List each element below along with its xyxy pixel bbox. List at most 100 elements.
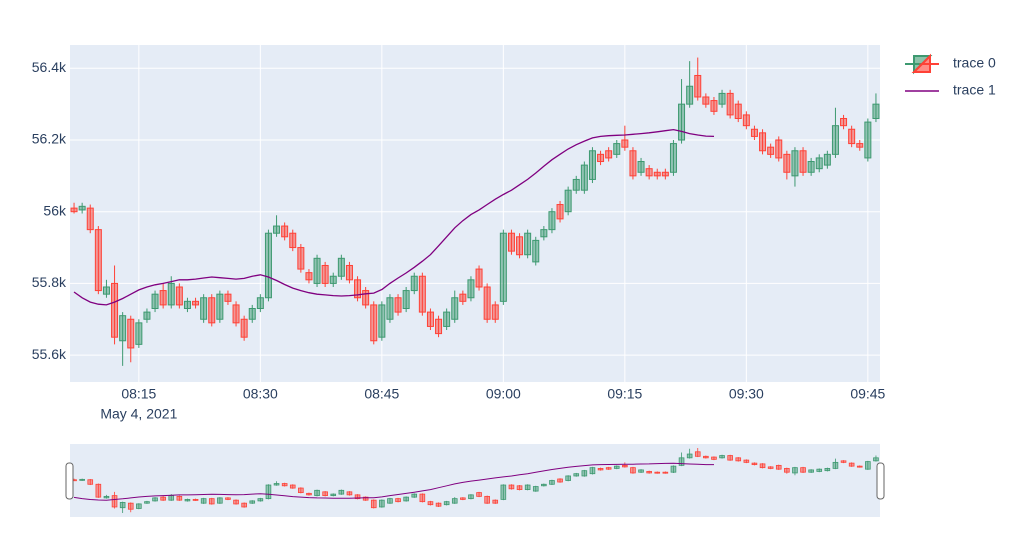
- candle-body: [719, 455, 725, 459]
- candle-body: [483, 286, 491, 320]
- candle-body: [646, 471, 652, 474]
- candle-body: [541, 483, 547, 487]
- candle-body: [556, 204, 564, 220]
- candle-body: [78, 205, 86, 211]
- candle-body: [451, 297, 459, 320]
- candle-body: [289, 232, 297, 249]
- candle-body: [468, 494, 474, 500]
- candle-body: [848, 128, 856, 145]
- candle-body: [613, 143, 621, 155]
- candle-body: [264, 232, 272, 299]
- candle-body: [589, 467, 596, 475]
- legend-label[interactable]: trace 1: [953, 82, 996, 98]
- range-handle-left[interactable]: [65, 462, 74, 500]
- x-tick-label: 09:45: [850, 386, 885, 402]
- candle-body: [135, 322, 143, 345]
- candle-body: [727, 455, 733, 461]
- candle-body: [767, 146, 775, 155]
- candle-body: [800, 467, 806, 473]
- candle-body: [670, 465, 677, 473]
- candle-body: [621, 139, 629, 148]
- candle-body: [775, 139, 783, 159]
- candle-body: [581, 470, 588, 477]
- candle-body: [508, 484, 515, 490]
- legend[interactable]: trace 0 trace 1: [905, 53, 996, 98]
- candle-body: [240, 318, 248, 338]
- candle-body: [622, 464, 628, 468]
- candle-body: [79, 478, 85, 481]
- candle-body: [192, 498, 199, 501]
- candle-body: [856, 465, 863, 468]
- line-series: [73, 128, 715, 306]
- y-tick-label: 56.2k: [32, 131, 67, 147]
- candle-body: [848, 462, 855, 467]
- y-tick-label: 55.8k: [32, 274, 67, 290]
- candle-body: [507, 232, 515, 252]
- candle-body: [410, 275, 418, 292]
- candle-body: [208, 498, 215, 505]
- candle-body: [516, 485, 523, 490]
- candle-body: [305, 272, 313, 281]
- candle-body: [459, 293, 467, 302]
- candle-body: [605, 467, 612, 470]
- candle-body: [144, 501, 150, 504]
- candle-body: [87, 479, 94, 485]
- candle-body: [824, 468, 831, 472]
- candle-body: [597, 468, 604, 471]
- candle-body: [726, 92, 734, 116]
- marks: [70, 57, 880, 366]
- candle-body: [783, 153, 791, 173]
- candle-body: [306, 492, 312, 496]
- candle-body: [872, 103, 880, 119]
- x-date-label: May 4, 2021: [100, 406, 177, 422]
- candle-body: [224, 293, 232, 302]
- candle-body: [143, 311, 151, 320]
- candle-body: [686, 453, 693, 459]
- candle-body: [743, 459, 750, 463]
- candle-body: [160, 496, 166, 501]
- candle-body: [630, 467, 636, 474]
- candle-body: [103, 495, 110, 499]
- candle-body: [467, 279, 475, 299]
- candle-body: [751, 462, 758, 466]
- y-tick-label: 56k: [43, 202, 67, 218]
- candle-body: [662, 471, 669, 474]
- candle-body: [475, 268, 483, 288]
- x-tick-label: 08:30: [243, 386, 278, 402]
- candle-body: [443, 311, 451, 327]
- candle-body: [225, 497, 231, 500]
- candle-body: [703, 455, 709, 459]
- candle-body: [557, 478, 563, 483]
- candle-body: [460, 497, 466, 500]
- legend-label[interactable]: trace 0: [953, 55, 996, 71]
- candle-body: [564, 189, 572, 213]
- candle-body: [167, 282, 175, 306]
- candle-body: [119, 502, 126, 509]
- candle-body: [411, 493, 418, 498]
- candle-body: [127, 318, 135, 349]
- candle-body: [856, 143, 864, 148]
- candle-body: [175, 286, 183, 306]
- candle-body: [200, 498, 207, 504]
- candle-body: [516, 236, 524, 256]
- candle-body: [629, 150, 637, 177]
- candle-body: [645, 168, 653, 177]
- candle-body: [840, 117, 848, 127]
- range-handle-right[interactable]: [876, 462, 885, 500]
- x-tick-label: 09:30: [729, 386, 764, 402]
- candle-body: [742, 114, 750, 127]
- candle-body: [686, 85, 694, 105]
- candle-body: [718, 92, 726, 105]
- candle-body: [784, 468, 790, 473]
- candle-body: [329, 275, 337, 284]
- candle-body: [168, 495, 175, 501]
- candle-body: [653, 171, 661, 177]
- candle-body: [524, 232, 532, 256]
- candle-body: [499, 232, 507, 302]
- candle-body: [669, 143, 677, 173]
- candle-body: [491, 304, 499, 320]
- candle-body: [580, 164, 588, 191]
- candle-body: [678, 457, 685, 466]
- candle-body: [832, 461, 839, 469]
- grid: 55.6k 55.8k 56k 56.2k 56.4k 08:15 08:30 08:45 09…: [32, 45, 886, 422]
